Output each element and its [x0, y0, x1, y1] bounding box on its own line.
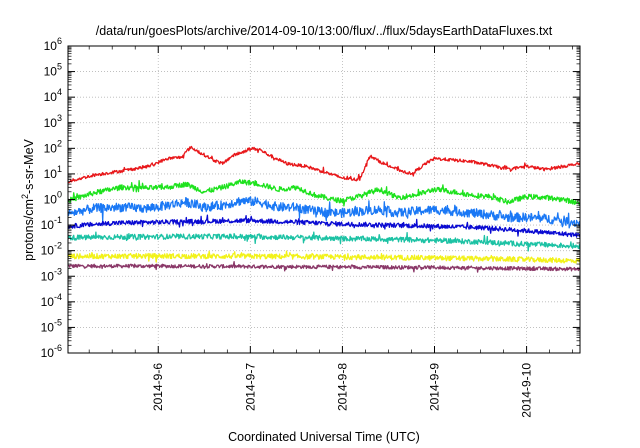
series-line-4	[68, 214, 580, 238]
series-line-3	[68, 196, 580, 229]
x-tick-label: 2014-9-9	[428, 363, 442, 411]
y-tick-label: 10-1	[41, 215, 62, 232]
series-line-6	[68, 250, 580, 264]
y-axis-label-suffix: -s-sr-MeV	[22, 138, 36, 194]
y-tick-label: 10-5	[41, 317, 62, 334]
y-tick-label: 103	[44, 113, 62, 130]
y-tick-label: 10-2	[41, 241, 62, 258]
series-line-1	[68, 145, 580, 184]
series-line-7	[68, 260, 580, 273]
y-axis-ticks: 10-610-510-410-310-210-11001011021031041…	[41, 36, 580, 360]
y-tick-base: 10	[44, 116, 58, 130]
y-tick-exponent: -1	[54, 215, 62, 225]
y-tick-exponent: 3	[57, 113, 62, 123]
y-tick-base: 10	[41, 218, 55, 232]
y-tick-base: 10	[44, 167, 58, 181]
y-tick-base: 10	[44, 193, 58, 207]
x-tick-label: 2014-9-8	[335, 363, 349, 411]
y-tick-exponent: 4	[57, 87, 62, 97]
y-tick-base: 10	[41, 295, 55, 309]
grid-lines	[68, 46, 580, 353]
y-tick-exponent: -4	[54, 292, 62, 302]
y-tick-exponent: 6	[57, 36, 62, 46]
y-tick-exponent: -2	[54, 241, 62, 251]
y-tick-base: 10	[44, 90, 58, 104]
y-tick-label: 106	[44, 36, 62, 53]
y-tick-label: 10-3	[41, 266, 62, 283]
y-tick-exponent: 0	[57, 190, 62, 200]
y-tick-base: 10	[44, 65, 58, 79]
y-tick-exponent: 1	[57, 164, 62, 174]
y-tick-base: 10	[44, 39, 58, 53]
x-tick-label: 2014-9-7	[243, 363, 257, 411]
y-tick-label: 10-4	[41, 292, 62, 309]
series-line-5	[68, 231, 580, 252]
y-tick-label: 10-6	[41, 343, 62, 360]
y-tick-exponent: 2	[57, 138, 62, 148]
y-tick-base: 10	[41, 244, 55, 258]
y-tick-label: 101	[44, 164, 62, 181]
y-tick-exponent: -6	[54, 343, 62, 353]
x-tick-label: 2014-9-10	[520, 363, 534, 418]
y-tick-exponent: 5	[57, 62, 62, 72]
y-tick-exponent: -5	[54, 317, 62, 327]
y-axis-label-sup: 2	[20, 194, 30, 199]
y-axis-label: protons/cm2-s-sr-MeV	[20, 138, 36, 260]
y-axis-label-prefix: protons/cm	[22, 199, 36, 261]
y-tick-label: 102	[44, 138, 62, 155]
y-tick-base: 10	[41, 269, 55, 283]
y-tick-base: 10	[41, 320, 55, 334]
chart-title: /data/run/goesPlots/archive/2014-09-10/1…	[96, 24, 553, 38]
x-axis-ticks: 2014-9-6 2014-9-7 2014-9-8 2014-9-9 2014-9-1…	[88, 46, 573, 418]
y-tick-base: 10	[44, 141, 58, 155]
y-tick-base: 10	[41, 346, 55, 360]
y-tick-exponent: -3	[54, 266, 62, 276]
x-tick-label: 2014-9-6	[151, 363, 165, 411]
y-tick-label: 100	[44, 190, 62, 207]
y-tick-label: 105	[44, 62, 62, 79]
series-line-2	[68, 178, 580, 207]
x-axis-label: Coordinated Universal Time (UTC)	[228, 430, 420, 444]
y-tick-label: 104	[44, 87, 62, 104]
data-series	[68, 145, 580, 273]
